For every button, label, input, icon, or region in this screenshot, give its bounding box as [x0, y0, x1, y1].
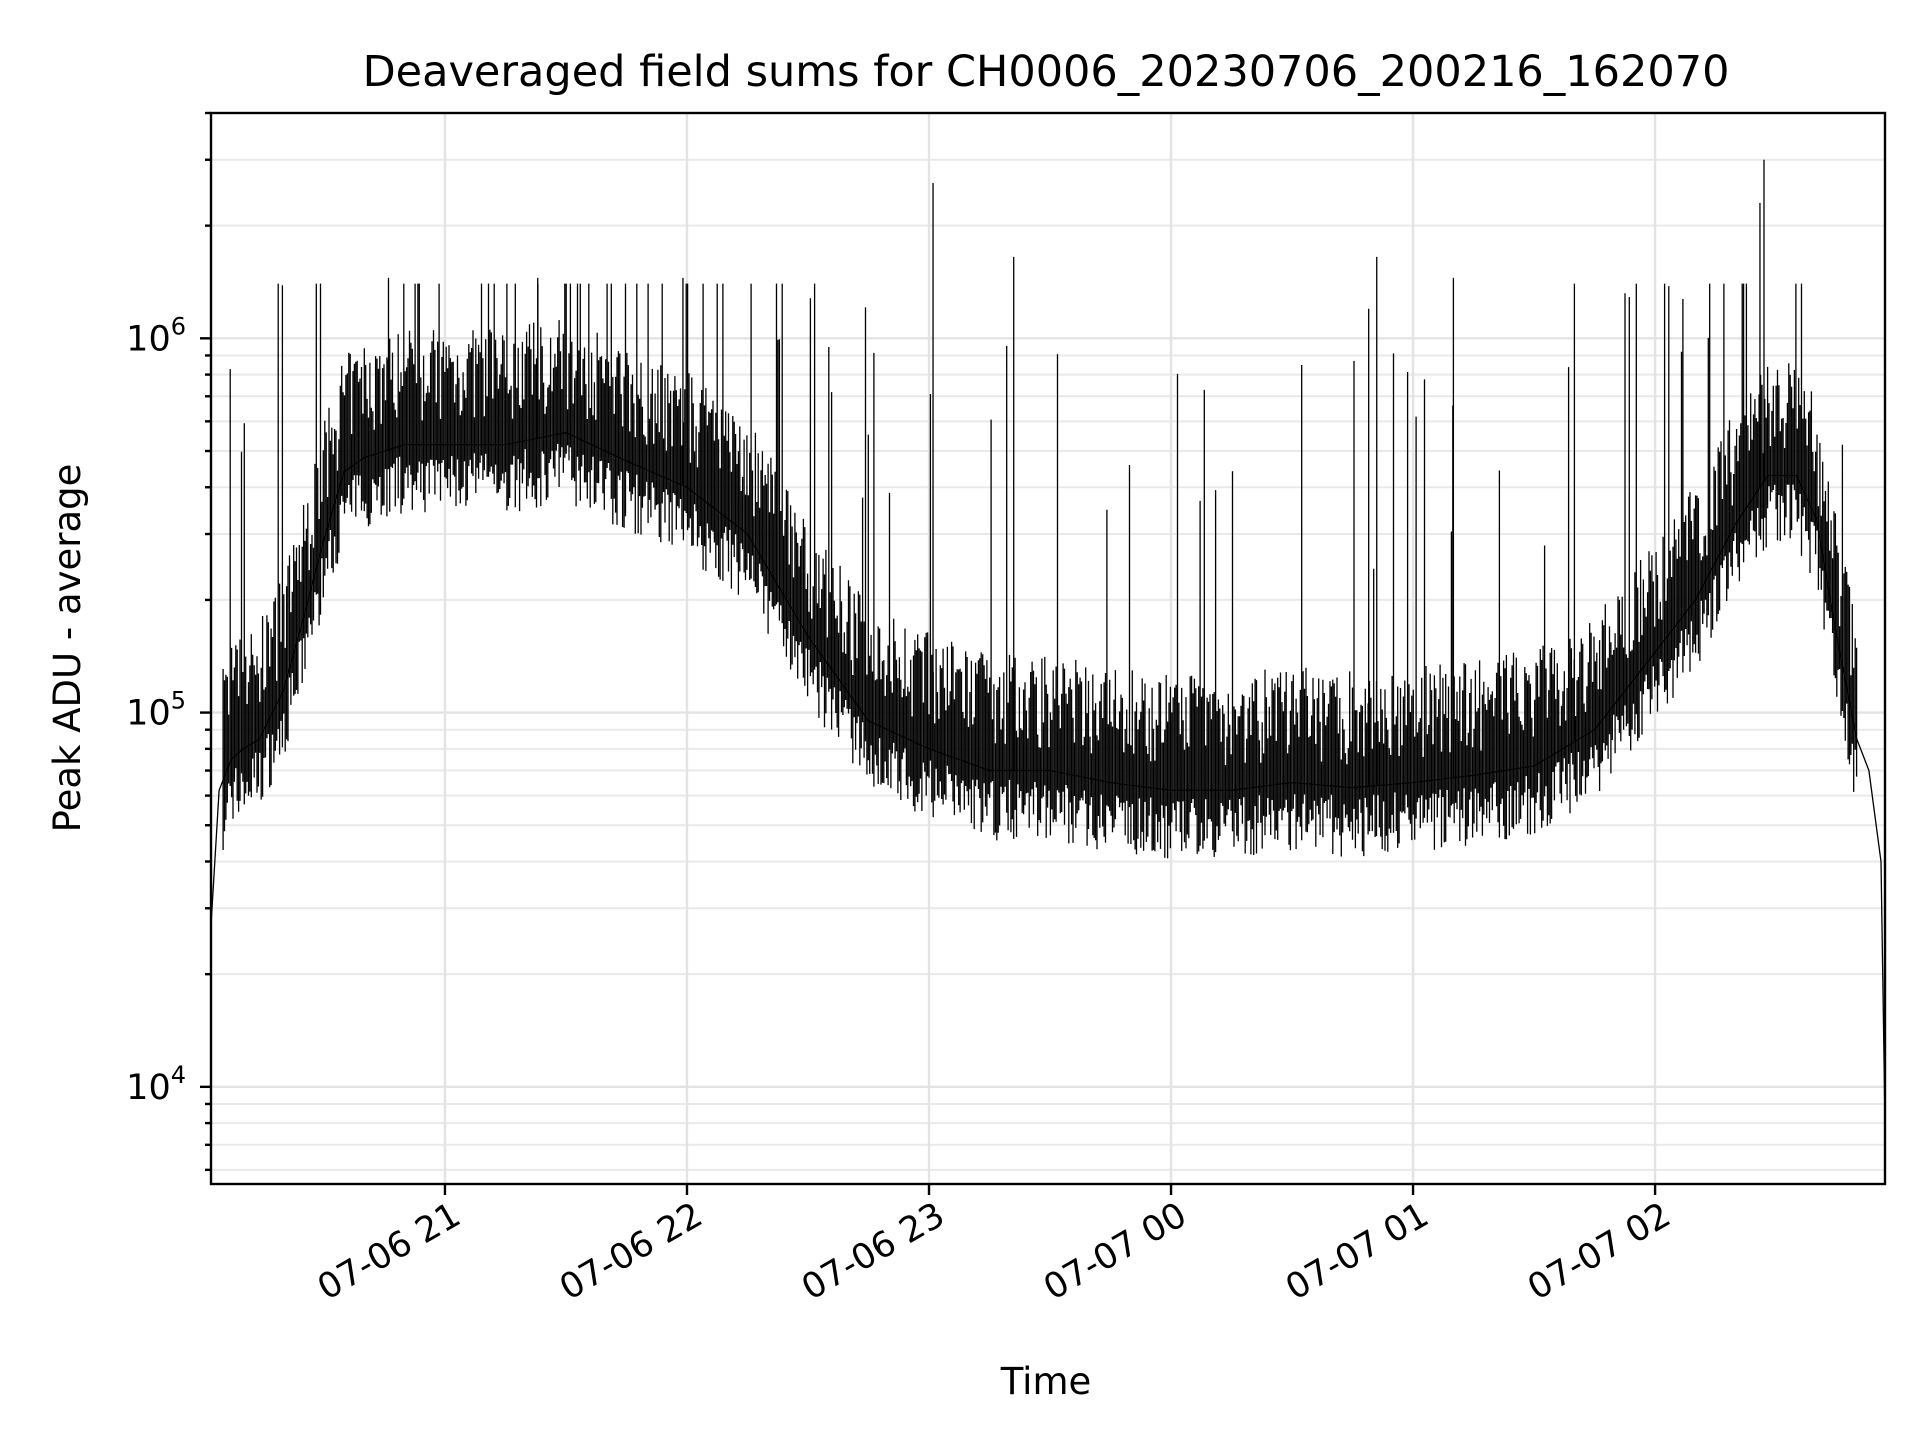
y-tick-label: 106 — [126, 312, 186, 359]
spikes — [222, 159, 1858, 859]
x-tick-label: 07-07 02 — [1521, 1195, 1677, 1308]
series-noise — [222, 283, 1858, 859]
y-tick-label: 104 — [126, 1061, 186, 1108]
plot-frame — [209, 111, 1887, 1186]
x-tick-label: 07-06 21 — [311, 1195, 467, 1308]
y-axis-label: Peak ADU - average — [46, 464, 89, 833]
x-axis: 07-06 21 07-06 22 07-06 23 07-07 00 07-07 01… — [311, 1184, 1678, 1308]
chart-title: Deaveraged field sums for CH0006_2023070… — [363, 47, 1730, 97]
y-axis: 104 105 106 — [126, 111, 211, 1172]
x-axis-label: Time — [1000, 1360, 1092, 1403]
y-tick-label: 105 — [126, 687, 186, 734]
x-tick-label: 07-06 23 — [795, 1195, 951, 1308]
x-tick-label: 07-07 00 — [1037, 1195, 1193, 1308]
x-tick-label: 07-07 01 — [1279, 1195, 1435, 1308]
x-tick-label: 07-06 22 — [553, 1195, 709, 1308]
